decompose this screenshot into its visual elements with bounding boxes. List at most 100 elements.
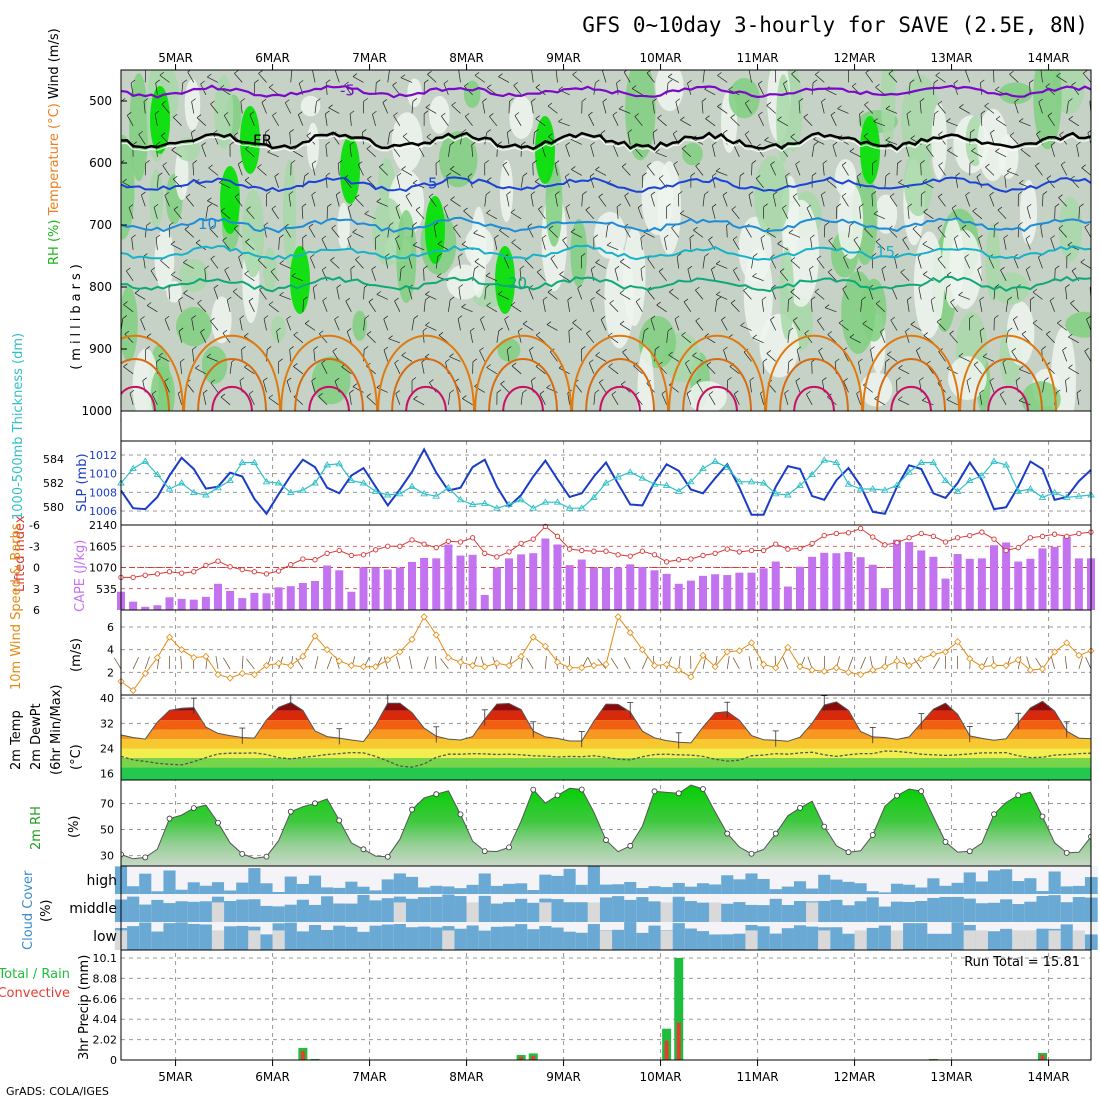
wind-barb <box>368 301 376 312</box>
wind-barb-flag <box>785 172 790 177</box>
wind-barb-flag <box>290 160 296 164</box>
wind-barb <box>726 225 728 238</box>
cloud-cell-partial <box>539 902 553 922</box>
wind-barb <box>451 104 461 114</box>
wind-barb <box>401 355 413 362</box>
wind-barb <box>1066 101 1069 114</box>
cloud-cell-fill <box>333 925 346 950</box>
wind-barb-flag <box>433 222 439 226</box>
li-marker <box>239 566 245 573</box>
wind-barb <box>969 132 971 145</box>
wind10m-marker <box>917 655 925 663</box>
wind-barb-flag <box>352 229 357 233</box>
cloud-cell-fill <box>272 906 286 922</box>
wind-barb <box>140 194 146 207</box>
wind-barb-flag <box>364 346 369 350</box>
wind-barb-flag <box>920 160 925 164</box>
wind-barb <box>449 356 461 362</box>
wind-barb-flag <box>248 297 254 302</box>
cloud-cell-fill <box>927 878 941 894</box>
li-marker <box>1003 547 1009 554</box>
wind10m-marker <box>396 648 404 656</box>
wind-barb <box>686 393 692 405</box>
wind-barb <box>965 71 971 83</box>
cape-bar <box>565 565 574 610</box>
cloud-cell-fill <box>127 886 140 894</box>
wind-tick-label: 6 <box>107 621 114 634</box>
cloud-cell-fill <box>769 889 783 894</box>
cloud-cell-fill <box>357 886 371 894</box>
wind-barb-flag <box>1089 100 1091 102</box>
wind-barb <box>790 291 801 300</box>
wind-barb-flag <box>843 254 848 258</box>
wind-barb-flag <box>1036 130 1041 135</box>
wind-barb <box>291 275 304 282</box>
wind-barb-flag <box>453 224 458 228</box>
wind-barb-flag <box>982 353 988 357</box>
wind-barb <box>664 237 667 250</box>
cloud-cell-partial <box>393 902 407 922</box>
wind-barb <box>766 105 776 114</box>
wind-barb <box>292 150 304 158</box>
wind-barb-flag <box>344 81 349 86</box>
wind-barb-flag <box>969 315 974 319</box>
cloud-cell-fill <box>490 885 504 894</box>
wind-barb <box>503 257 510 269</box>
cloud-cell-partial <box>818 930 831 950</box>
wind-barb <box>450 199 461 207</box>
wind-barb-flag <box>830 111 836 116</box>
li-marker <box>615 552 621 558</box>
wind-barb-flag <box>824 304 830 308</box>
thickness-marker <box>978 471 986 479</box>
wind-barb <box>387 132 391 145</box>
wind-barb-flag <box>622 348 627 353</box>
wind-barb-flag <box>358 161 363 165</box>
wind-barb <box>202 393 207 405</box>
rh-patch <box>470 206 487 298</box>
wind-barb-flag <box>122 315 128 319</box>
cape-bar <box>662 573 671 610</box>
wind-barb <box>889 196 898 207</box>
wind10m-marker <box>735 647 743 655</box>
wind-barb <box>486 367 498 375</box>
wind10m-marker <box>1014 656 1022 664</box>
wind-barb <box>270 271 279 282</box>
cloud-cell-fill <box>599 884 613 894</box>
wind-barb <box>695 165 704 176</box>
thickness-marker <box>1050 488 1059 496</box>
date-label-top: 5MAR <box>158 51 193 65</box>
thickness-marker <box>650 480 659 487</box>
dewpoint-line <box>121 750 1091 768</box>
date-label-top: 7MAR <box>352 51 387 65</box>
wind-barb-flag <box>739 172 745 177</box>
cloud-cell-partial <box>587 902 601 922</box>
wind-barb <box>832 145 837 157</box>
wind-barb <box>676 256 680 269</box>
wind-barb <box>858 361 861 374</box>
wind-barb-flag <box>650 315 656 320</box>
wind-barb <box>405 195 413 207</box>
wind-barb <box>532 163 534 176</box>
wind-barb <box>634 116 643 127</box>
wind-barb-flag <box>161 100 167 105</box>
wind-barb <box>958 294 970 300</box>
cloud-cell-fill <box>236 925 249 950</box>
wind-barb-flag <box>518 327 523 332</box>
wind-barb-flag <box>467 173 473 177</box>
wind-barb-flag <box>950 298 955 303</box>
wind-barb <box>623 71 631 83</box>
wind-barb <box>190 132 195 145</box>
wind-barb-flag <box>849 148 855 152</box>
wind-barb-flag <box>624 192 629 197</box>
wind-barb-flag <box>547 288 553 293</box>
cloud-cell-partial <box>442 930 456 950</box>
wind-barb <box>804 333 813 344</box>
wind-barb <box>324 113 328 126</box>
thickness-marker <box>262 477 271 485</box>
li-marker <box>469 535 476 541</box>
wind-barb <box>1018 400 1031 406</box>
wind-barb <box>195 181 207 189</box>
wind-barb <box>146 305 158 313</box>
cloud-cell-fill <box>442 894 456 922</box>
rh-saturated-patch <box>290 246 310 314</box>
